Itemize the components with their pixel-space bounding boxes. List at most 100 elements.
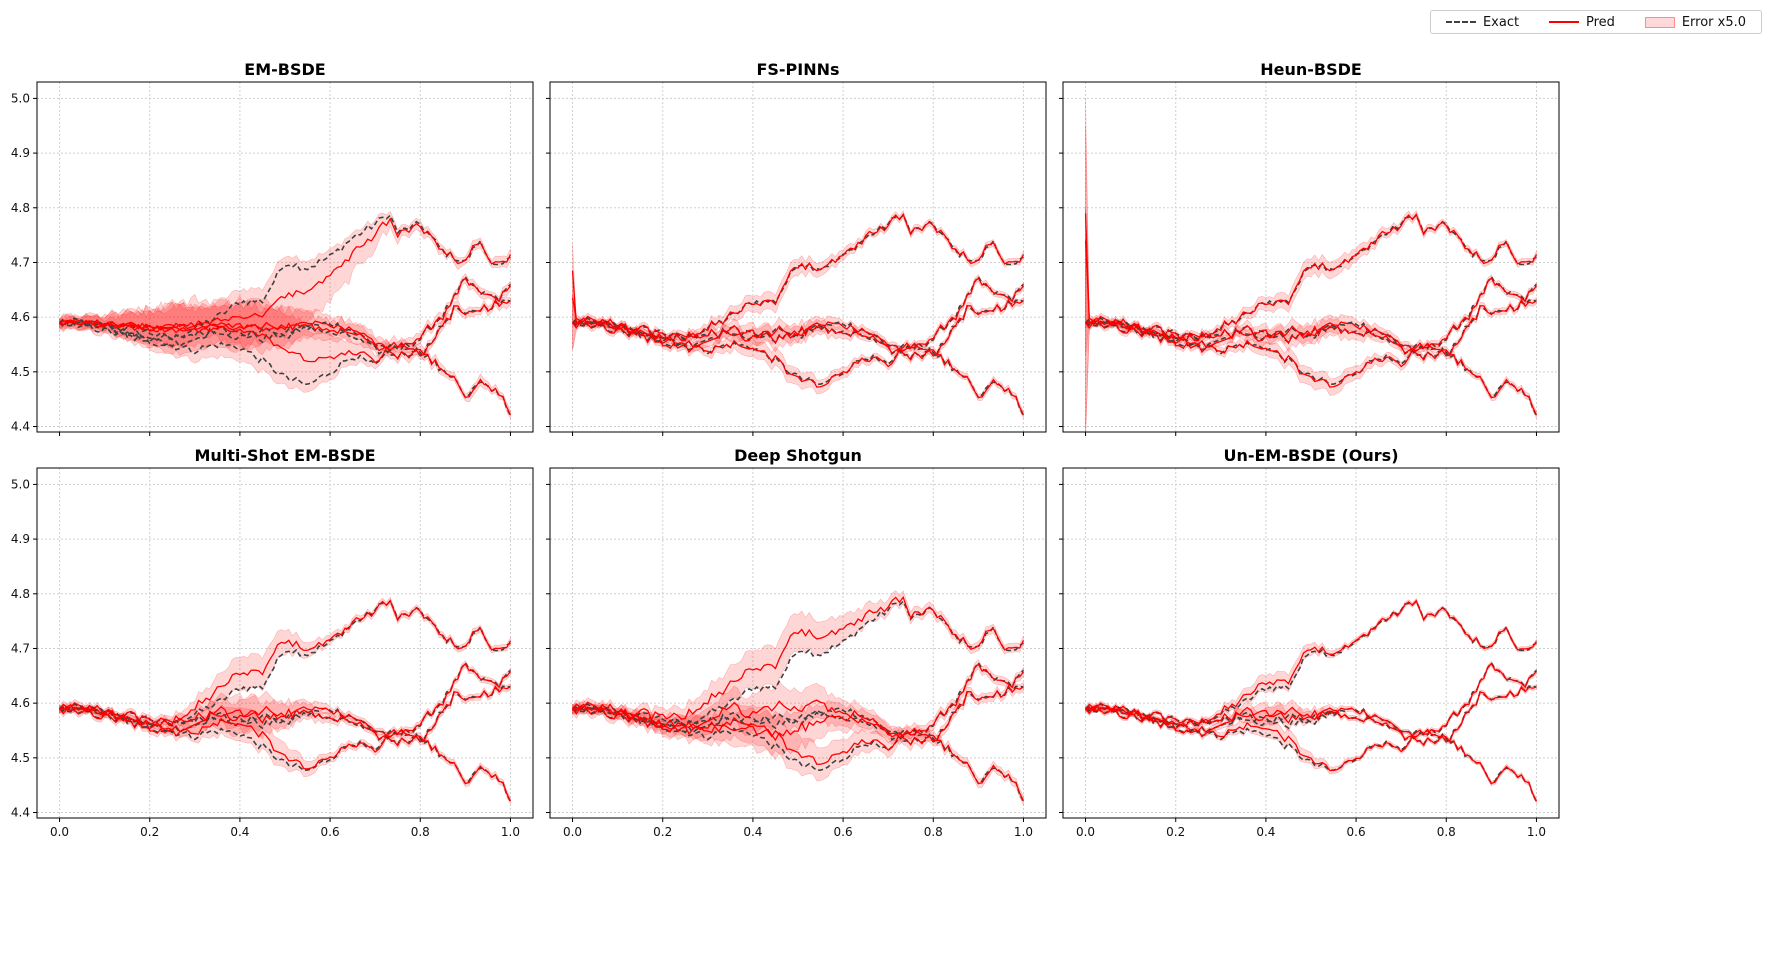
x-tick-label: 0.6 (834, 825, 853, 839)
exact-path-line (572, 706, 1025, 802)
x-tick-label: 0.8 (1437, 825, 1456, 839)
y-tick-label: 4.6 (11, 310, 30, 324)
x-tick-label: 0.4 (1256, 825, 1275, 839)
pred-path-line (59, 298, 511, 364)
y-tick-label: 4.9 (11, 146, 30, 160)
plot-area (58, 210, 512, 419)
exact-path-line (58, 275, 512, 350)
pred-path-line (59, 277, 511, 350)
pred-path-line (572, 298, 1024, 388)
pred-path-line (572, 684, 1024, 765)
pred-path-line (1084, 212, 1538, 342)
x-tick-label: 1.0 (1527, 825, 1546, 839)
pred-path-line (571, 212, 1025, 342)
exact-path-line (59, 320, 512, 416)
legend-item-exact: Exact (1445, 14, 1520, 30)
panel-title: Deep Shotgun (734, 446, 862, 465)
x-tick-label: 0.2 (653, 825, 672, 839)
plot-area (1084, 98, 1538, 432)
legend-error-label: Error x5.0 (1681, 14, 1747, 30)
exact-line-swatch (1445, 21, 1476, 23)
y-tick-label: 4.5 (11, 365, 30, 379)
error-band (1085, 125, 1537, 356)
x-tick-label: 1.0 (501, 825, 520, 839)
y-tick-label: 4.9 (11, 532, 30, 546)
legend-item-pred: Pred (1549, 15, 1615, 30)
x-tick-label: 0.6 (1347, 825, 1366, 839)
error-band (572, 681, 1024, 782)
exact-path-line (58, 661, 512, 736)
error-band (1085, 660, 1537, 739)
axes-frame (1062, 467, 1560, 819)
plot-area (58, 596, 512, 805)
panel-title: Heun-BSDE (1260, 60, 1362, 79)
x-tick-label: 1.0 (1014, 825, 1033, 839)
exact-path-line (1084, 275, 1538, 350)
legend-exact-label: Exact (1482, 14, 1520, 30)
exact-path-line (59, 214, 511, 341)
axes-frame (549, 467, 1047, 819)
pred-path-line (572, 321, 1025, 415)
x-tick-label: 0.8 (411, 825, 430, 839)
panel-5: 0.0 0.2 0.4 0.6 0.8 1.0 Deep Shotgun (546, 446, 1047, 839)
y-tick-label: 4.6 (11, 696, 30, 710)
exact-path-line (1085, 320, 1538, 416)
error-band (1085, 699, 1537, 804)
y-tick-label: 5.0 (11, 477, 30, 491)
pred-path-line (1085, 599, 1537, 727)
x-tick-label: 0.0 (563, 825, 582, 839)
error-band (572, 295, 1024, 395)
panel-4: 0.0 0.2 0.4 0.6 0.8 1.0 4.4 4.5 4.6 4.7 4.8 4.9 5.0 M… (11, 446, 534, 839)
panel-title: FS-PINNs (756, 60, 839, 79)
pred-path-line (571, 663, 1024, 742)
error-band (59, 210, 511, 349)
y-tick-label: 5.0 (11, 91, 30, 105)
plot-area (571, 590, 1025, 806)
error-band (1085, 207, 1537, 432)
pred-path-line (59, 217, 512, 330)
error-band (59, 596, 511, 730)
panel-6: 0.0 0.2 0.4 0.6 0.8 1.0 Un-EM-BSDE (Ours) (1059, 446, 1560, 839)
x-tick-label: 0.4 (230, 825, 249, 839)
pred-path-line (1085, 321, 1538, 415)
error-band (572, 295, 1024, 419)
pred-path-line (1085, 706, 1538, 802)
pred-path-line (572, 595, 1025, 721)
error-band (59, 690, 511, 805)
panel-title: Multi-Shot EM-BSDE (194, 446, 375, 465)
pred-path-line (572, 699, 1025, 801)
pred-path-line (59, 319, 512, 415)
x-tick-label: 0.2 (140, 825, 159, 839)
x-tick-label: 0.6 (321, 825, 340, 839)
error-band (59, 660, 511, 740)
legend-pred-label: Pred (1586, 14, 1615, 30)
y-tick-label: 4.7 (11, 641, 30, 655)
pred-path-line (59, 599, 512, 726)
axes-frame (1062, 81, 1560, 433)
y-tick-label: 4.8 (11, 201, 30, 215)
panel-1: 4.4 4.5 4.6 4.7 4.8 4.9 5.0 EM-BSDE (11, 60, 534, 436)
y-tick-label: 4.4 (11, 420, 30, 434)
axes-frame (36, 467, 534, 819)
y-tick-label: 4.5 (11, 751, 30, 765)
pred-path-line (1085, 662, 1537, 737)
x-tick-label: 0.0 (50, 825, 69, 839)
error-band (1085, 684, 1537, 775)
plot-area (571, 210, 1025, 419)
y-tick-label: 4.8 (11, 587, 30, 601)
plot-area (1084, 597, 1538, 804)
panel-title: EM-BSDE (244, 60, 325, 79)
axes-frame (36, 81, 534, 433)
panel-2: FS-PINNs (546, 60, 1047, 436)
error-band (1085, 98, 1537, 345)
error-band (59, 293, 511, 393)
axes-frame (549, 81, 1047, 433)
exact-path-line (571, 275, 1025, 350)
pred-path-line (1085, 685, 1537, 772)
y-tick-label: 4.4 (11, 806, 30, 820)
pred-path-line (1085, 298, 1537, 388)
x-tick-label: 0.4 (743, 825, 762, 839)
x-tick-label: 0.2 (1166, 825, 1185, 839)
error-band (572, 270, 1024, 355)
